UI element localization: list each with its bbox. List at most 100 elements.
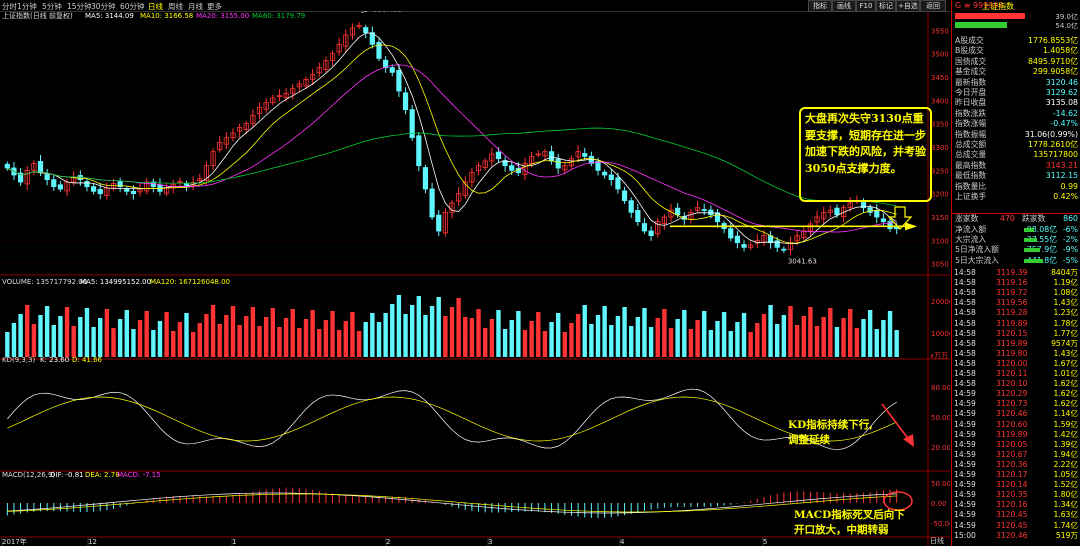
volume-bar [509,320,514,357]
tick-row: 14:59 3120.46 1.14亿 [952,409,1080,419]
quote-stat-row: 指数涨跌 -14.62 [952,109,1080,119]
volume-bar [237,325,242,357]
tab-5[interactable]: 60分钟 [120,2,145,11]
price-tick-0: 3050 [931,261,949,269]
tick-volume: 1.01亿 [1053,369,1078,378]
tick-volume: 1.62亿 [1053,389,1078,399]
kd-tick-0: 80.00 [931,384,950,392]
candle [310,74,316,80]
index-code: G ≡ 999999 [955,1,1004,10]
candle [595,161,601,171]
tick-price: 3119.72 [996,288,1028,298]
macd-dif-line [7,492,897,514]
candle [37,161,44,174]
kd-down-arrow [881,403,911,442]
volume-bar [257,326,262,357]
volume-bar [516,311,521,357]
volume-bar [602,306,607,357]
quote-stat-value: 299.9058亿 [1033,67,1078,77]
candle [847,202,853,209]
tab-7[interactable]: 周线 [168,2,183,11]
volume-bar [735,322,740,357]
tab-0[interactable]: 分时 [2,2,17,11]
candle [867,207,873,213]
price-tick-9: 3500 [931,51,949,59]
candle [316,67,322,74]
toolbar-button-5[interactable]: 返回 [920,0,946,12]
tick-price: 3120.73 [996,399,1028,409]
tick-row: 14:59 3120.17 1.05亿 [952,470,1080,480]
tick-time: 14:58 [954,358,976,368]
volume-bar [562,332,568,357]
candle [256,106,263,114]
tick-time: 14:58 [954,288,976,298]
volume-bar [695,320,700,357]
tab-8[interactable]: 月线 [188,2,203,11]
candle [668,209,674,218]
toolbar-button-4[interactable]: +自选 [896,0,920,12]
volume-bar [788,306,793,357]
tick-price: 3119.89 [996,429,1028,439]
tab-1[interactable]: 1分钟 [17,2,37,11]
volume-bar [655,318,660,357]
volume-bar [635,317,641,357]
candle [608,174,614,181]
tab-2[interactable]: 5分钟 [42,2,62,11]
volume-bar [828,308,833,357]
candle [456,193,462,202]
candle [807,223,814,232]
candle [582,153,588,157]
volume-bar [575,314,581,357]
kd-d: D: 41.66 [72,356,103,364]
candle [223,137,229,145]
tab-4[interactable]: 30分钟 [91,2,116,11]
volume-bar [814,326,820,357]
volume-bar [151,330,156,357]
toolbar-button-1[interactable]: 画线 [832,0,856,12]
volume-bar [702,311,707,357]
candle [840,207,847,217]
tab-6[interactable]: 日线 [148,2,163,11]
capital-flow-label: 净流入额 [955,225,987,234]
tick-price: 3119.56 [996,298,1028,308]
candle [117,181,123,188]
volume-bar [555,313,561,357]
quote-stat-row: 总成交额 1778.2610亿 [952,140,1080,150]
kd-d-line [7,396,897,442]
tick-volume: 2.22亿 [1053,459,1078,469]
tick-price: 3120.36 [996,459,1028,469]
candle [575,151,581,158]
tick-volume: 519万 [1055,530,1078,540]
volume-bar [104,309,110,357]
candle [183,182,190,186]
volume-bar [609,325,614,357]
flow-bar-1 [955,22,1007,28]
volume-bar [171,331,176,357]
macd-tick-2: -50.00 [931,520,950,528]
volume-bar [297,328,302,357]
volume-bar [197,323,202,357]
kline-chart[interactable]: 3050 3100 3150 3200 3250 3300 3350 3400 3450 3500… [0,11,950,546]
toolbar-button-0[interactable]: 指标 [808,0,832,12]
kd-tick-2: 20.00 [931,444,950,452]
volume-bar [423,315,428,357]
volume-bar [310,310,315,357]
candle [694,207,701,211]
capital-flow-label: 5日净流入额 [955,245,999,255]
toolbar-button-3[interactable]: 标记 [876,0,896,12]
period-tab-bar: 分时 1分钟 5分钟 15分钟 30分钟 60分钟 日线 周线 月线 更多 指标 画线 F10 标记 +自选… [0,0,950,12]
quote-stat-value: 0.99 [1060,181,1078,191]
tick-time: 14:58 [954,268,976,277]
volume-bar [529,321,534,357]
price-tick-8: 3450 [931,74,949,82]
tab-3[interactable]: 15分钟 [67,2,92,11]
tick-volume: 1.43亿 [1053,298,1078,308]
volume-bar [874,329,879,357]
quote-stat-label: 昨日收盘 [955,98,987,108]
tab-9[interactable]: 更多 [207,2,222,11]
tick-price: 3120.05 [996,439,1028,449]
volume-bar [688,329,694,357]
toolbar-button-2[interactable]: F10 [856,0,876,12]
tick-price: 3120.45 [996,510,1028,520]
tick-time: 14:59 [954,459,976,469]
